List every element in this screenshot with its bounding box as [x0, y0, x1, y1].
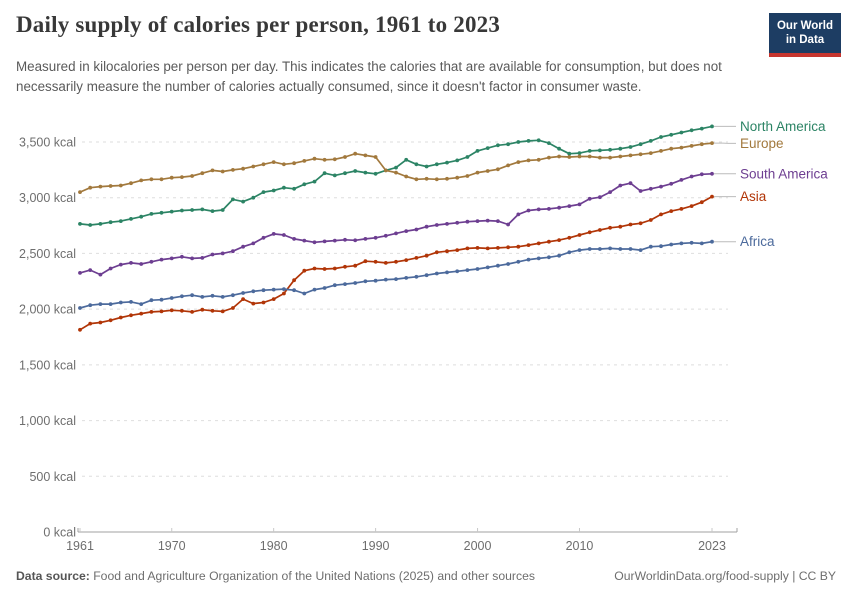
grid: 0 kcal 500 kcal 1,000 kcal 1,500 kcal 2,000 …	[19, 136, 737, 540]
series-africa	[78, 239, 714, 310]
calorie-line-chart[interactable]: 0 kcal 500 kcal 1,000 kcal 1,500 kcal 2,000 …	[0, 118, 850, 563]
svg-text:3,500 kcal: 3,500 kcal	[19, 136, 76, 150]
series-asia	[78, 194, 714, 332]
chart-footer: Data source: Food and Agriculture Organi…	[16, 569, 836, 583]
series-label-north-america[interactable]: North America	[740, 119, 826, 134]
svg-text:1980: 1980	[260, 539, 288, 553]
series-label-asia[interactable]: Asia	[740, 189, 767, 204]
chart-subtitle: Measured in kilocalories per person per …	[16, 59, 722, 95]
svg-text:500 kcal: 500 kcal	[29, 470, 76, 484]
svg-text:1990: 1990	[362, 539, 390, 553]
series-end-labels: North America Europe South America Asia Afri…	[714, 119, 828, 249]
svg-text:1,500 kcal: 1,500 kcal	[19, 358, 76, 372]
svg-text:3,000 kcal: 3,000 kcal	[19, 191, 76, 205]
svg-text:2010: 2010	[566, 539, 594, 553]
page-title: Daily supply of calories per person, 196…	[16, 12, 501, 37]
svg-text:2023: 2023	[698, 539, 726, 553]
series-south-america	[78, 171, 714, 277]
series-label-africa[interactable]: Africa	[740, 234, 775, 249]
owid-logo-line1: Our World	[776, 20, 833, 32]
data-source-text: Food and Agriculture Organization of the…	[93, 569, 535, 583]
owid-logo-line2: in Data	[785, 34, 825, 47]
svg-text:0 kcal: 0 kcal	[43, 526, 76, 540]
series-europe	[78, 141, 714, 194]
series-label-europe[interactable]: Europe	[740, 136, 784, 151]
svg-text:1970: 1970	[158, 539, 186, 553]
svg-text:1,000 kcal: 1,000 kcal	[19, 414, 76, 428]
data-source-note: Data source: Food and Agriculture Organi…	[16, 569, 535, 583]
owid-logo[interactable]: Our World in Data	[769, 13, 841, 57]
credit-link[interactable]: OurWorldinData.org/food-supply | CC BY	[614, 569, 836, 583]
series-north-america	[78, 124, 714, 227]
x-axis: 1961 1970 1980 1990 2000 2010 2023	[66, 528, 738, 553]
data-source-label: Data source:	[16, 569, 90, 583]
svg-text:2,500 kcal: 2,500 kcal	[19, 247, 76, 261]
series-label-south-america[interactable]: South America	[740, 166, 828, 181]
svg-text:1961: 1961	[66, 539, 94, 553]
svg-text:2000: 2000	[464, 539, 492, 553]
svg-text:2,000 kcal: 2,000 kcal	[19, 303, 76, 317]
